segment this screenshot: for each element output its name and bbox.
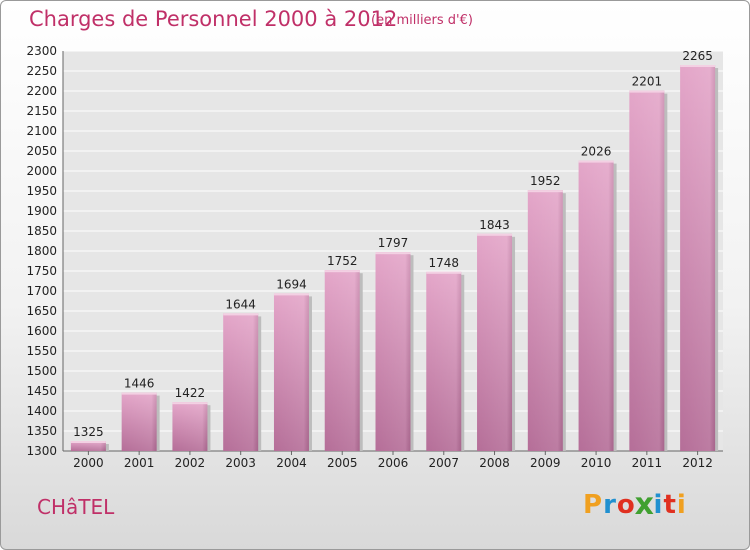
bar-top: [527, 190, 563, 193]
bar-highlight: [375, 252, 411, 451]
logo-letter: x: [634, 487, 655, 523]
y-tick-label: 1500: [26, 364, 57, 378]
x-tick-label: 2007: [428, 456, 459, 470]
logo-letter: i: [676, 490, 687, 520]
y-tick-label: 1900: [26, 204, 57, 218]
bar-top: [70, 441, 106, 443]
y-tick-label: 2300: [26, 44, 57, 58]
x-tick-label: 2006: [378, 456, 409, 470]
x-tick-label: 2004: [276, 456, 307, 470]
bar-highlight: [578, 160, 614, 451]
x-tick-label: 2002: [175, 456, 206, 470]
bar-highlight: [477, 233, 513, 451]
bar-top: [223, 313, 259, 316]
bar-value-label: 1797: [378, 236, 409, 250]
bar-top: [324, 270, 360, 273]
y-tick-label: 1550: [26, 344, 57, 358]
x-tick-label: 2011: [632, 456, 663, 470]
x-tick-label: 2008: [479, 456, 510, 470]
y-tick-label: 1450: [26, 384, 57, 398]
bar-highlight: [121, 392, 157, 451]
bar-value-label: 1952: [530, 174, 561, 188]
x-tick-label: 2012: [682, 456, 713, 470]
bar-value-label: 1752: [327, 254, 358, 268]
x-tick-label: 2003: [225, 456, 256, 470]
x-tick-label: 2001: [124, 456, 155, 470]
bar-highlight: [273, 293, 309, 451]
bar-highlight: [70, 441, 106, 451]
bar-top: [375, 252, 411, 255]
commune-name: CHâTEL: [37, 495, 115, 519]
y-tick-label: 2000: [26, 164, 57, 178]
bar-top: [273, 293, 309, 296]
bar-top: [578, 160, 614, 163]
bar-value-label: 1694: [276, 277, 307, 291]
chart-subtitle: (en milliers d'€): [371, 13, 473, 28]
y-tick-label: 2100: [26, 124, 57, 138]
bar-value-label: 2201: [632, 75, 663, 89]
chart-title: Charges de Personnel 2000 à 2012: [29, 7, 398, 31]
x-tick-label: 2000: [73, 456, 104, 470]
bar-value-label: 1843: [479, 218, 510, 232]
bar-highlight: [223, 313, 259, 451]
bar-highlight: [680, 65, 716, 451]
y-tick-label: 2150: [26, 104, 57, 118]
bar-highlight: [527, 190, 563, 451]
y-tick-label: 2250: [26, 64, 57, 78]
logo-letter: t: [663, 490, 677, 520]
logo-letter: i: [653, 490, 664, 520]
x-tick-label: 2009: [530, 456, 561, 470]
bar-value-label: 1748: [428, 256, 459, 270]
y-tick-label: 1800: [26, 244, 57, 258]
bar-top: [629, 90, 665, 93]
x-tick-label: 2010: [581, 456, 612, 470]
bar-top: [426, 271, 462, 274]
y-tick-label: 1300: [26, 444, 57, 458]
bar-highlight: [426, 271, 462, 451]
bar-value-label: 1446: [124, 377, 155, 391]
bar-value-label: 1422: [175, 386, 206, 400]
bar-top: [477, 233, 513, 236]
bar-highlight: [324, 270, 360, 451]
logo-letter: P: [583, 490, 604, 520]
bar-value-label: 2026: [581, 145, 612, 159]
y-tick-label: 1950: [26, 184, 57, 198]
bar-value-label: 2265: [682, 49, 713, 63]
y-tick-label: 1600: [26, 324, 57, 338]
y-tick-label: 1700: [26, 284, 57, 298]
bar-highlight: [172, 402, 208, 451]
bar-value-label: 1325: [73, 425, 104, 439]
y-tick-label: 2200: [26, 84, 57, 98]
x-tick-label: 2005: [327, 456, 358, 470]
logo-letter: o: [616, 490, 636, 520]
y-tick-label: 1850: [26, 224, 57, 238]
y-tick-label: 1400: [26, 404, 57, 418]
bar-top: [121, 392, 157, 395]
y-tick-label: 1350: [26, 424, 57, 438]
bar-top: [172, 402, 208, 405]
y-tick-label: 2050: [26, 144, 57, 158]
y-tick-label: 1650: [26, 304, 57, 318]
bar-top: [680, 65, 716, 67]
y-tick-label: 1750: [26, 264, 57, 278]
proxiti-logo: Proxiti: [583, 487, 687, 523]
logo-letter: r: [603, 490, 617, 520]
bar-value-label: 1644: [225, 297, 256, 311]
bar-highlight: [629, 90, 665, 451]
